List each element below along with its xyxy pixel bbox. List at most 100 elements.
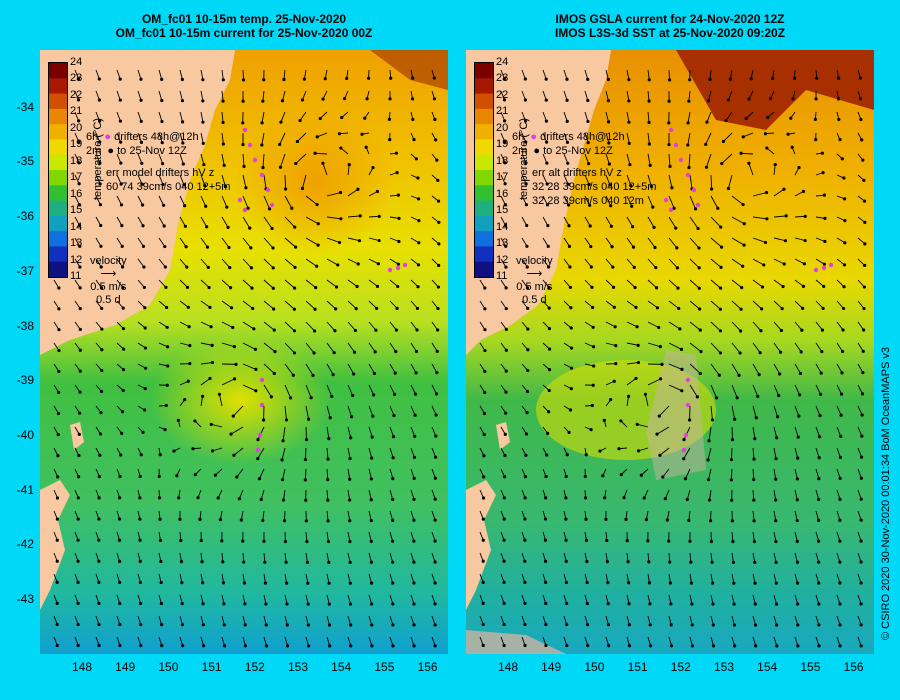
arrow-head bbox=[675, 266, 680, 270]
current-arrow bbox=[326, 468, 329, 480]
arrow-head bbox=[523, 119, 528, 123]
err-line1: err alt drifters hV z bbox=[532, 167, 622, 179]
arrow-head bbox=[781, 284, 785, 289]
arrow-head bbox=[627, 581, 631, 585]
warm-eddy bbox=[235, 105, 395, 255]
arrow-head bbox=[393, 392, 397, 397]
current-arrow bbox=[752, 279, 763, 288]
arrow-head bbox=[843, 219, 847, 223]
arrow-head bbox=[389, 76, 393, 80]
arrow-head bbox=[391, 435, 396, 439]
arrow-head bbox=[263, 560, 267, 564]
current-arrow bbox=[605, 216, 612, 227]
arrow-head bbox=[800, 328, 804, 332]
arrow-head bbox=[762, 263, 766, 267]
arrow-head bbox=[292, 286, 297, 290]
current-arrow bbox=[95, 111, 100, 122]
arrow-head bbox=[55, 643, 59, 648]
current-arrow bbox=[221, 258, 231, 268]
current-arrow bbox=[626, 321, 638, 328]
arrow-head bbox=[719, 265, 723, 269]
current-arrow bbox=[662, 468, 670, 478]
arrow-head bbox=[586, 98, 590, 103]
arrow-head bbox=[859, 476, 863, 480]
arrow-head bbox=[814, 138, 818, 142]
arrow-head bbox=[232, 377, 237, 381]
arrow-head bbox=[630, 204, 634, 208]
arrow-head bbox=[97, 580, 101, 584]
velocity-label: velocity bbox=[90, 255, 127, 267]
arrow-head bbox=[118, 77, 122, 81]
legend-drifters: drifters 48h@12h bbox=[540, 131, 625, 143]
current-arrow bbox=[262, 90, 265, 102]
temperature-colorbar bbox=[48, 62, 68, 278]
arrow-head bbox=[655, 432, 659, 436]
current-arrow bbox=[794, 405, 800, 417]
current-arrow bbox=[521, 132, 527, 143]
arrow-head bbox=[647, 78, 651, 82]
arrow-head bbox=[780, 306, 784, 311]
legend-time-a: 6h bbox=[512, 131, 525, 143]
arrow-head bbox=[392, 414, 396, 418]
arrow-head bbox=[164, 305, 169, 310]
arrow-head bbox=[503, 182, 507, 186]
current-arrow bbox=[708, 468, 712, 480]
arrow-head bbox=[609, 204, 613, 208]
arrow-head bbox=[647, 560, 651, 564]
arrow-head bbox=[598, 449, 602, 453]
current-arrow bbox=[773, 426, 778, 438]
arrow-head bbox=[503, 203, 507, 207]
arrow-head bbox=[817, 581, 821, 585]
arrow-head bbox=[391, 644, 395, 648]
arrow-head bbox=[861, 371, 865, 375]
current-arrow bbox=[302, 90, 307, 101]
current-arrow bbox=[584, 195, 591, 206]
arrow-head bbox=[370, 456, 374, 460]
current-arrow bbox=[221, 69, 224, 80]
arrow-head bbox=[332, 351, 336, 355]
arrow-head bbox=[728, 77, 732, 81]
current-arrow bbox=[137, 69, 142, 80]
current-arrow bbox=[431, 447, 436, 458]
arrow-head bbox=[608, 183, 612, 187]
arrow-head bbox=[278, 142, 282, 146]
current-arrow bbox=[284, 279, 295, 289]
arrow-head bbox=[567, 244, 572, 249]
arrow-head bbox=[523, 98, 528, 102]
arrow-head bbox=[188, 362, 192, 366]
arrow-head bbox=[843, 241, 847, 245]
current-arrow bbox=[431, 342, 438, 352]
current-arrow bbox=[410, 342, 417, 352]
colorbar-swatch bbox=[49, 78, 67, 95]
current-arrow bbox=[158, 216, 165, 227]
arrow-head bbox=[747, 97, 751, 101]
arrow-head bbox=[611, 265, 615, 269]
arrow-head bbox=[545, 182, 549, 186]
velocity-duration: 0.5 d bbox=[522, 294, 547, 306]
arrow-head bbox=[798, 371, 803, 376]
arrow-head bbox=[143, 306, 147, 310]
arrow-head bbox=[523, 77, 527, 81]
arrow-head bbox=[795, 581, 800, 585]
arrow-head bbox=[738, 329, 743, 333]
drifter-point bbox=[237, 197, 243, 203]
arrow-head bbox=[838, 518, 842, 522]
current-arrow bbox=[752, 342, 761, 353]
current-arrow bbox=[647, 69, 650, 80]
arrow-head bbox=[696, 226, 700, 231]
arrow-head bbox=[391, 497, 395, 502]
arrow-head bbox=[859, 602, 863, 606]
colorbar-tick: 12 bbox=[496, 253, 509, 266]
arrow-head bbox=[412, 138, 416, 142]
arrow-head bbox=[433, 117, 437, 122]
arrow-head bbox=[99, 265, 103, 269]
arrow-head bbox=[267, 207, 272, 211]
arrow-head bbox=[369, 498, 373, 502]
current-arrow bbox=[257, 447, 265, 459]
arrow-head bbox=[705, 120, 709, 124]
arrow-head bbox=[242, 560, 246, 564]
current-arrow bbox=[282, 426, 286, 441]
arrow-head bbox=[698, 307, 702, 311]
current-arrow bbox=[389, 342, 397, 352]
arrow-head bbox=[97, 559, 101, 563]
